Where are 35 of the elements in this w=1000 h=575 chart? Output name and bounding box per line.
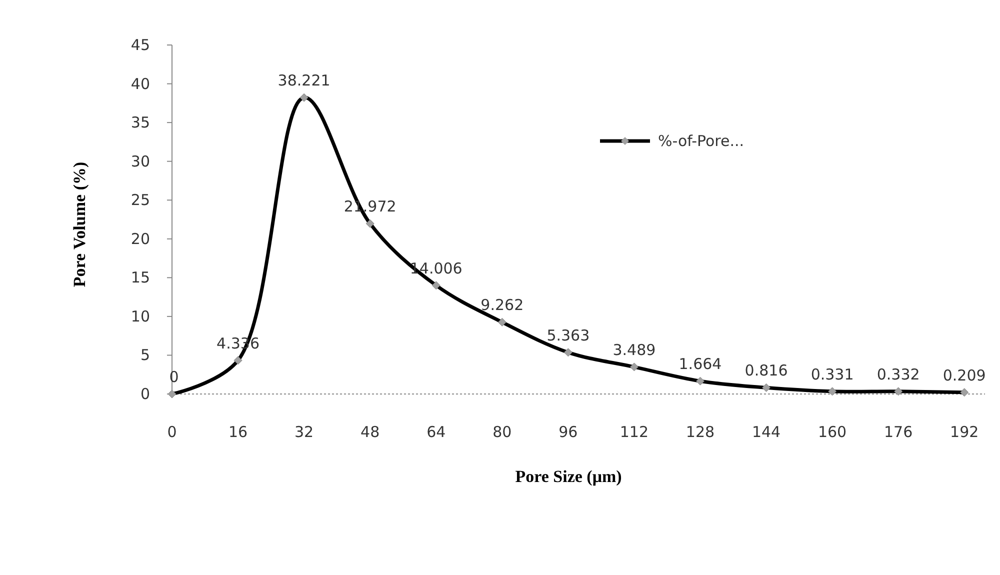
x-tick-label: 128 — [686, 423, 715, 441]
data-label: 0.209 — [942, 366, 986, 384]
x-tick-label: 16 — [228, 423, 248, 441]
y-tick-label: 20 — [130, 230, 150, 248]
y-tick-label: 25 — [130, 191, 150, 210]
data-label: 5.363 — [546, 326, 590, 344]
x-tick-label: 176 — [884, 423, 913, 441]
x-tick-label: 64 — [426, 423, 446, 441]
x-tick-label: 160 — [818, 423, 847, 441]
data-label: 3.489 — [612, 340, 656, 359]
legend-label: %-of-Pore... — [658, 132, 744, 150]
y-tick-label: 10 — [130, 307, 150, 326]
y-tick-label: 15 — [130, 268, 150, 287]
data-label: 9.262 — [480, 296, 524, 314]
x-tick-label: 0 — [167, 423, 177, 441]
x-tick-label: 48 — [360, 423, 380, 441]
y-tick-label: 40 — [130, 74, 150, 93]
data-label: 0.331 — [810, 365, 854, 384]
data-label: 1.664 — [678, 355, 722, 374]
y-axis-title: Pore Volume (%) — [70, 162, 89, 288]
y-tick-label: 30 — [130, 152, 150, 170]
x-tick-label: 144 — [752, 423, 781, 441]
x-tick-label: 112 — [620, 423, 649, 441]
y-tick-label: 0 — [140, 385, 150, 403]
y-tick-label: 45 — [130, 36, 150, 54]
x-axis-title: Pore Size (μm) — [515, 467, 622, 486]
y-tick-label: 35 — [130, 114, 150, 132]
x-tick-label: 96 — [558, 423, 578, 441]
x-tick-label: 80 — [492, 423, 512, 441]
data-label: 0.816 — [744, 362, 788, 380]
y-tick-label: 5 — [140, 346, 150, 364]
x-tick-label: 32 — [294, 423, 314, 441]
x-tick-label: 192 — [950, 423, 979, 441]
data-label: 0.332 — [876, 365, 920, 384]
data-label: 38.221 — [278, 72, 330, 90]
